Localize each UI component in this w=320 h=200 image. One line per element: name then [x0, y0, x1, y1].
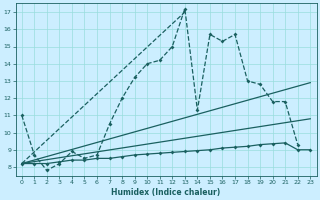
X-axis label: Humidex (Indice chaleur): Humidex (Indice chaleur): [111, 188, 221, 197]
